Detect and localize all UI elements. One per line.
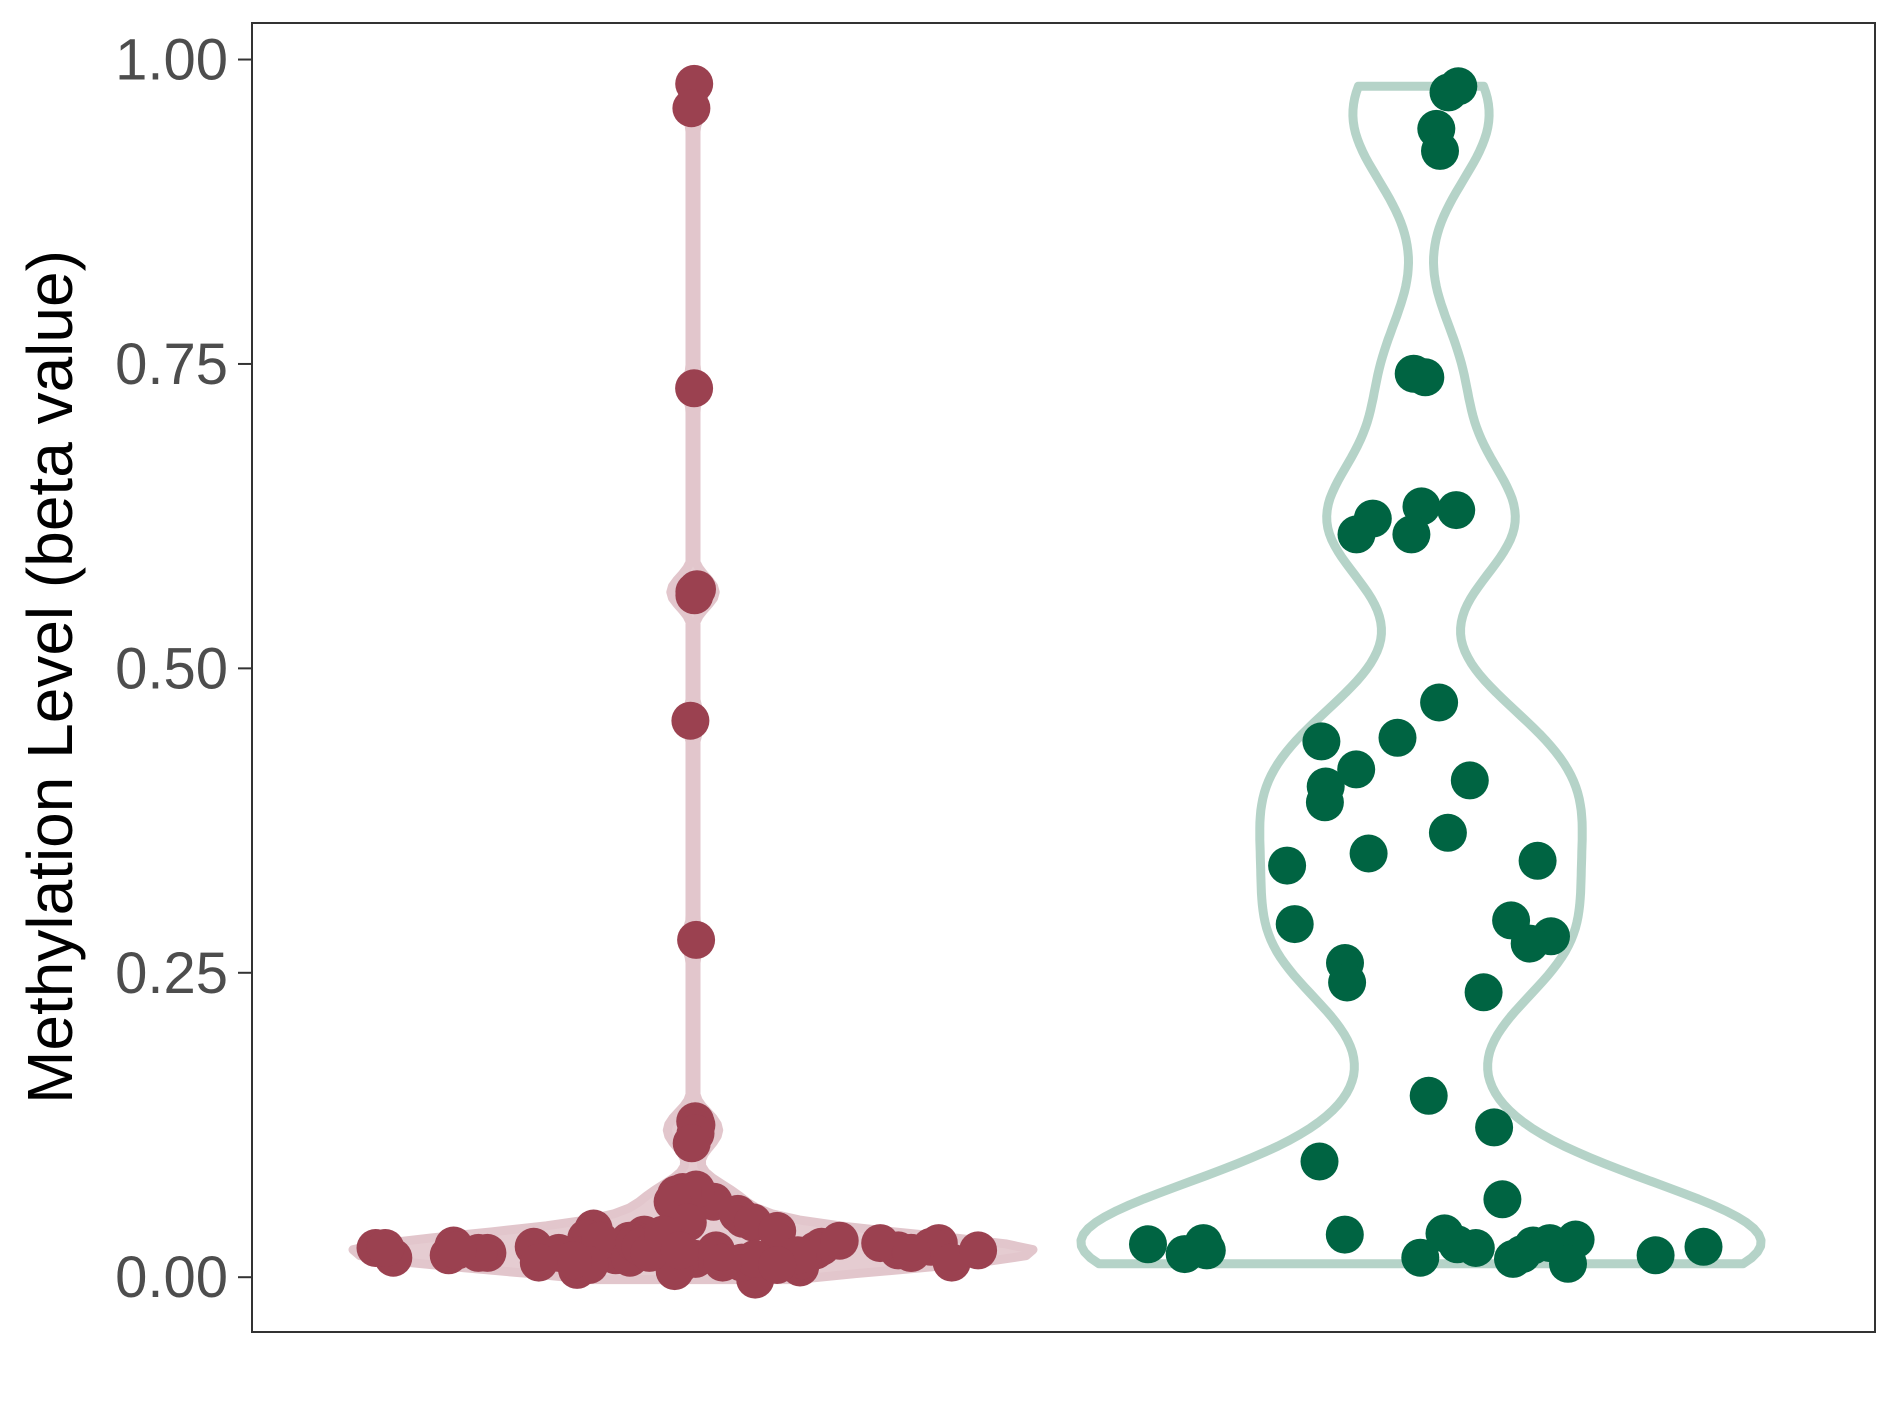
data-point: [1129, 1225, 1167, 1264]
data-point: [1421, 131, 1459, 170]
data-point: [1420, 683, 1459, 722]
data-point: [675, 572, 714, 611]
data-point: [1328, 963, 1367, 1002]
data-point: [1437, 491, 1476, 530]
points-layer: [356, 64, 1723, 1299]
y-tick-label: 0.75: [115, 332, 228, 397]
data-point: [1392, 515, 1431, 554]
data-point: [554, 1241, 592, 1280]
data-point: [892, 1233, 931, 1272]
data-point: [1325, 1215, 1364, 1254]
data-point: [672, 1124, 711, 1163]
data-point: [1636, 1236, 1675, 1275]
data-point: [1275, 905, 1314, 944]
data-point: [1268, 846, 1307, 885]
data-point: [1337, 515, 1376, 554]
data-point: [1450, 761, 1489, 800]
data-point: [703, 1243, 742, 1282]
data-point: [1300, 1142, 1339, 1181]
data-point: [677, 920, 716, 959]
data-point: [1337, 750, 1376, 789]
data-point: [1549, 1244, 1587, 1283]
data-point: [1349, 834, 1388, 873]
data-point: [861, 1224, 900, 1263]
data-point: [1494, 1239, 1532, 1278]
data-point: [1401, 1238, 1440, 1277]
y-tick-label: 0.50: [115, 636, 228, 701]
data-point: [1406, 358, 1445, 397]
data-point: [366, 1229, 405, 1267]
y-tick-label: 0.25: [115, 941, 228, 1006]
data-point: [1428, 813, 1467, 852]
data-point: [1165, 1235, 1204, 1274]
data-point: [671, 701, 710, 740]
data-point: [758, 1246, 797, 1284]
data-point: [1464, 973, 1503, 1012]
y-axis: 0.00 0.25 0.50 0.75 1.00: [115, 28, 252, 1310]
data-point: [820, 1221, 859, 1260]
data-point: [1510, 924, 1549, 963]
data-point: [1305, 783, 1344, 822]
data-point: [959, 1231, 998, 1270]
data-point: [1475, 1108, 1514, 1147]
y-tick-label: 0.00: [115, 1245, 228, 1310]
violin-outline-2: [1076, 81, 1766, 1269]
plot-panel-border: [251, 22, 1876, 1333]
data-point: [1456, 1229, 1495, 1267]
data-point: [1684, 1227, 1723, 1266]
y-axis-title: Methylation Level (beta value): [14, 250, 86, 1104]
data-point: [1518, 841, 1557, 880]
y-tick-label: 1.00: [115, 28, 228, 93]
data-point: [1429, 73, 1468, 112]
data-point: [660, 1231, 699, 1270]
data-point: [1483, 1180, 1522, 1219]
data-point: [438, 1231, 477, 1270]
data-point: [519, 1243, 558, 1282]
data-point: [672, 89, 711, 128]
data-point: [1302, 722, 1341, 761]
data-point: [1378, 718, 1417, 757]
data-point: [675, 369, 714, 408]
data-point: [1409, 1076, 1448, 1115]
